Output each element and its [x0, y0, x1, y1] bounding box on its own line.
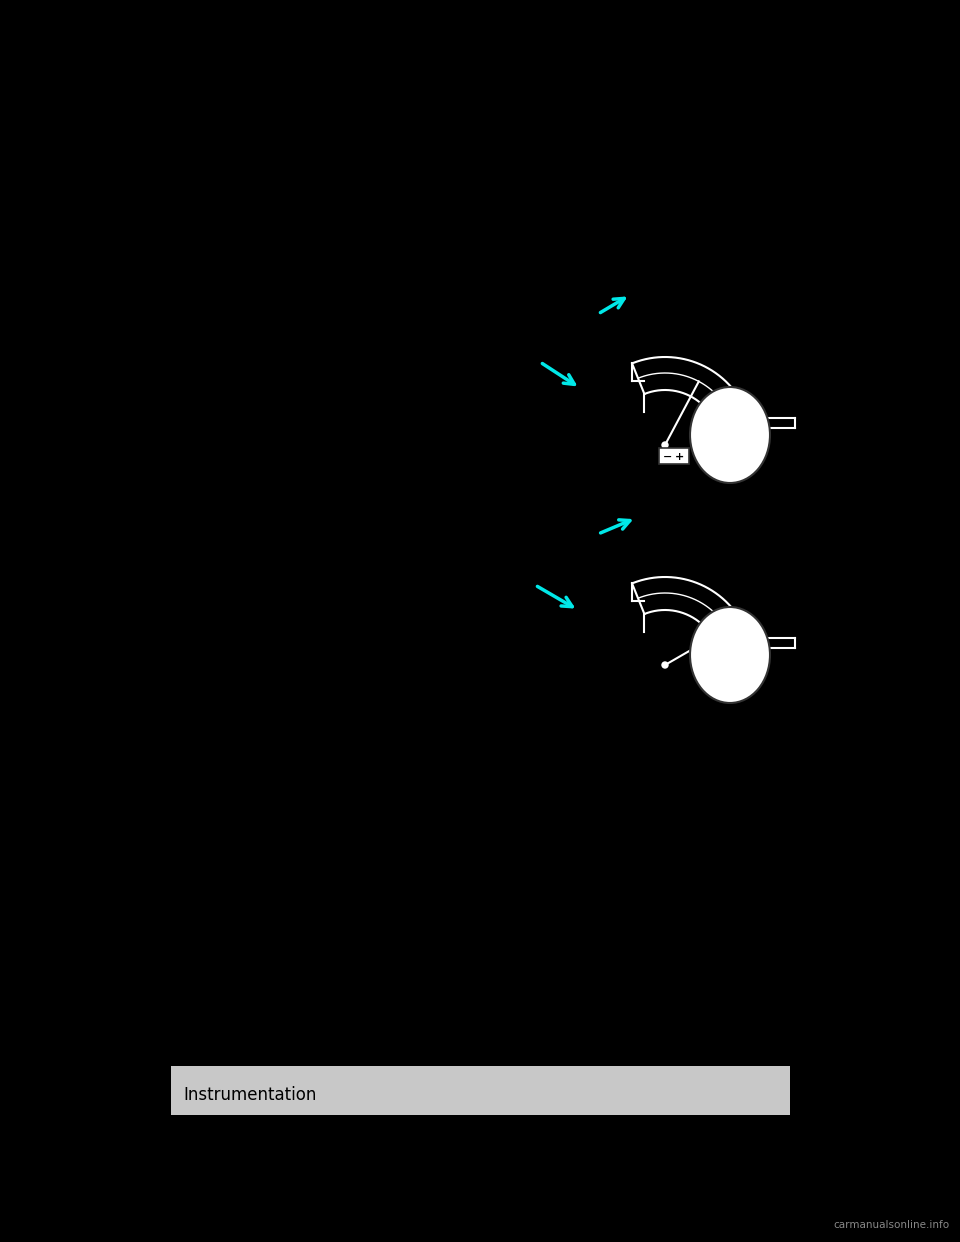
Circle shape [662, 662, 668, 668]
Text: +: + [676, 452, 684, 462]
Text: carmanualsonline.info: carmanualsonline.info [834, 1220, 950, 1230]
Ellipse shape [690, 607, 770, 703]
Circle shape [662, 442, 668, 448]
Bar [659, 448, 689, 465]
Text: Instrumentation: Instrumentation [182, 1087, 316, 1104]
Bar [171, 1066, 790, 1115]
Text: −: − [663, 452, 673, 462]
Ellipse shape [690, 388, 770, 483]
